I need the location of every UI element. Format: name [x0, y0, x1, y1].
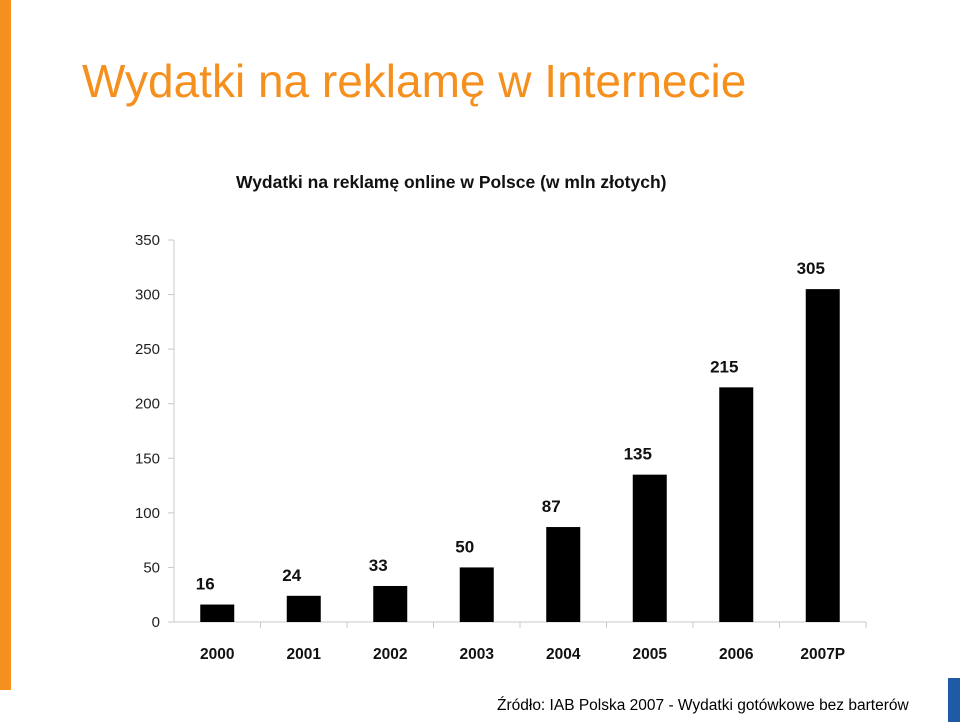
bar-2006	[719, 387, 754, 622]
y-axis-ticks: 0 50 100 150 200 250 300 350	[135, 232, 174, 631]
bar-2004	[546, 527, 581, 622]
slide-title: Wydatki na reklamę w Internecie	[82, 55, 747, 107]
bar-2007P	[805, 289, 840, 622]
value-label: 33	[369, 556, 388, 575]
x-tick-label: 2001	[287, 646, 322, 663]
y-tick-label: 100	[135, 505, 160, 522]
y-tick-label: 150	[135, 450, 160, 467]
value-label: 87	[542, 497, 561, 516]
bar-2002	[373, 585, 408, 622]
bar-2005	[632, 474, 667, 622]
bars	[200, 289, 840, 622]
y-tick-label: 200	[135, 396, 160, 413]
value-label: 50	[455, 537, 474, 556]
source-note: Źródło: IAB Polska 2007 - Wydatki gotówk…	[497, 697, 909, 714]
value-label: 215	[710, 357, 738, 376]
y-tick-label: 50	[143, 559, 160, 576]
accent-bar	[0, 0, 11, 690]
x-tick-label: 2007P	[800, 646, 845, 663]
x-tick-label: 2005	[633, 646, 668, 663]
bar-2001	[286, 595, 321, 622]
x-axis-labels: 2000 2001 2002 2003 2004 2005 2006 2007P	[200, 622, 867, 663]
x-tick-label: 2004	[546, 646, 581, 663]
x-tick-label: 2002	[373, 646, 407, 663]
value-label: 135	[624, 445, 652, 464]
y-tick-label: 300	[135, 287, 160, 304]
x-tick-label: 2000	[200, 646, 234, 663]
corner-mark	[948, 678, 960, 722]
x-tick-label: 2006	[719, 646, 754, 663]
y-tick-label: 250	[135, 341, 160, 358]
bar-2003	[459, 567, 494, 622]
value-labels: 16 24 33 50 87 135 215 305	[196, 259, 825, 593]
value-label: 24	[282, 566, 301, 585]
value-label: 305	[797, 259, 825, 278]
bar-2000	[200, 604, 235, 622]
y-tick-label: 350	[135, 232, 160, 249]
value-label: 16	[196, 575, 215, 594]
x-tick-label: 2003	[460, 646, 495, 663]
chart-title: Wydatki na reklamę online w Polsce (w ml…	[236, 172, 667, 192]
y-tick-label: 0	[152, 614, 160, 631]
